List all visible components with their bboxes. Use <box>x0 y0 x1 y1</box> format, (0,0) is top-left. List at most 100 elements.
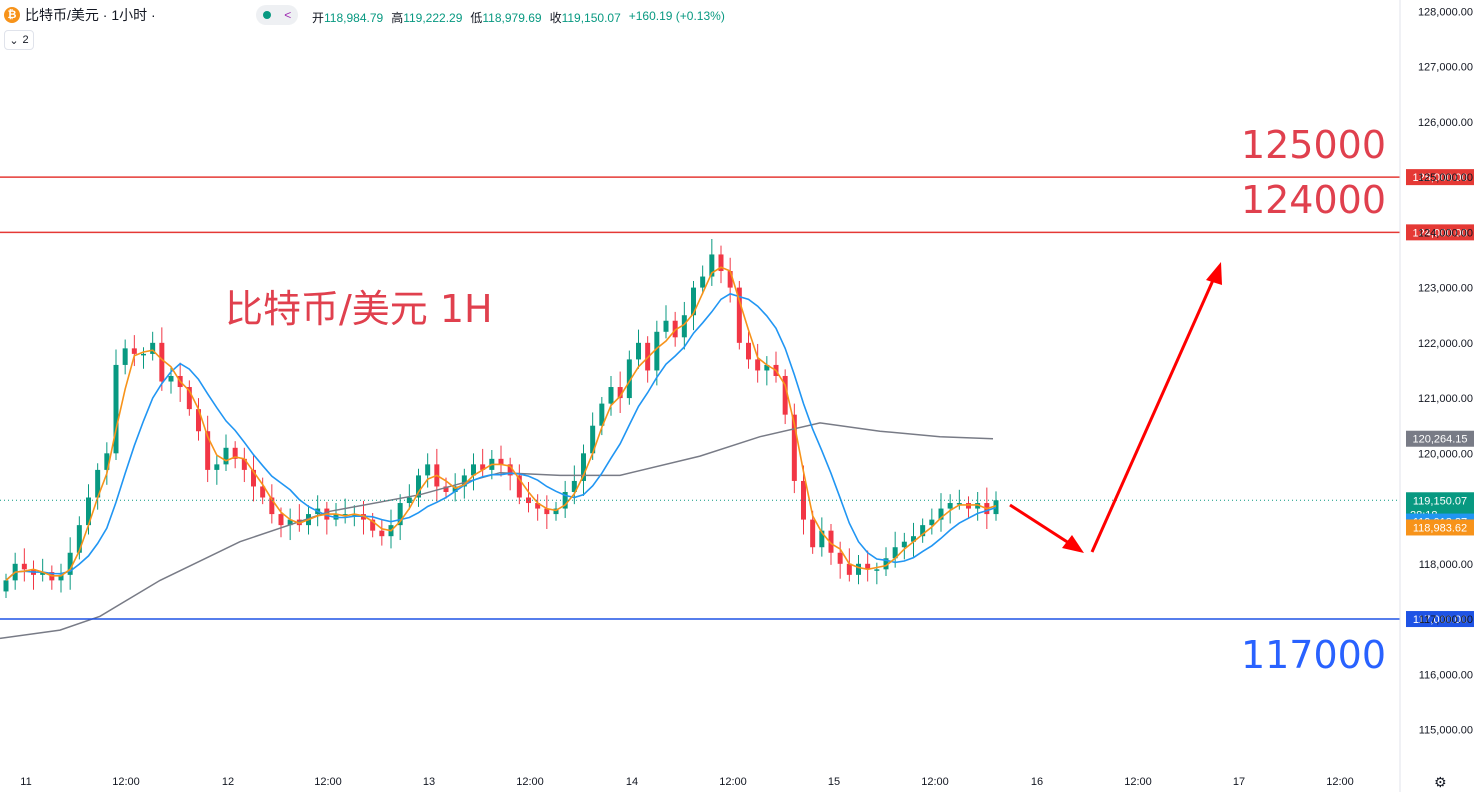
share-icon[interactable]: < <box>284 8 292 22</box>
price-tick-label: 125,000.00 <box>1418 172 1473 184</box>
symbol-title[interactable]: 比特币/美元 · 1小时 · <box>25 7 156 23</box>
candle-body <box>636 342 641 360</box>
level-124000-label[interactable]: 124000 <box>1241 178 1386 222</box>
candle-body <box>709 254 715 277</box>
price-tag-label: 118,983.62 <box>1413 522 1467 534</box>
indicator-pill[interactable]: < <box>256 5 298 25</box>
time-tick-label: 17 <box>1233 776 1245 788</box>
candle-body <box>736 287 742 343</box>
candle-body <box>810 519 816 548</box>
status-dot-icon <box>262 11 271 19</box>
ma-slow-line <box>0 422 994 640</box>
candle-body <box>379 530 385 537</box>
level-117000-label[interactable]: 117000 <box>1241 633 1386 677</box>
ohlc-change: +160.19 (+0.13%) <box>628 9 725 23</box>
collapse-indicators-button[interactable]: ⌄ 2 <box>4 30 34 50</box>
level-tag-label: 125,000.00 <box>1412 172 1467 184</box>
candle-body <box>883 558 889 570</box>
candle-body <box>507 464 513 476</box>
candle-body <box>278 514 284 526</box>
arrow-up-shaft <box>1090 277 1216 553</box>
candle-body <box>764 364 770 371</box>
candle-body <box>672 320 678 338</box>
bitcoin-icon: ₿ <box>4 7 20 23</box>
price-tag-label: 119,150.07 <box>1413 495 1467 507</box>
candle-body <box>571 480 577 492</box>
price-tick-label: 124,000.00 <box>1418 227 1473 239</box>
candle-body <box>874 569 880 571</box>
price-tick-label: 126,000.00 <box>1418 117 1473 129</box>
candle-body <box>681 315 687 338</box>
price-axis[interactable]: 128,000.00 127,000.00 126,000.00 125,000.00… <box>1399 0 1473 792</box>
candle-body <box>892 547 898 559</box>
candle-body <box>3 580 9 592</box>
candle-body <box>801 480 806 520</box>
candle-body <box>718 254 724 272</box>
candle-body <box>370 519 376 531</box>
candle-body <box>929 519 935 526</box>
candle-body <box>691 287 696 316</box>
price-tick-label: 115,000.00 <box>1419 725 1473 737</box>
candle-body <box>480 464 486 470</box>
projection-arrows[interactable] <box>1009 262 1222 553</box>
candle-body <box>159 342 165 382</box>
level-tag <box>1406 611 1474 628</box>
candle-body <box>131 348 137 354</box>
candle-body <box>782 375 788 415</box>
level-125000-label[interactable]: 125000 <box>1241 123 1386 167</box>
candle-body <box>654 331 660 371</box>
ohlc-close: 收119,150.07 <box>549 11 621 25</box>
candle-body <box>599 403 605 426</box>
candle-body <box>67 552 73 575</box>
candle-body <box>104 453 110 470</box>
candle-body <box>663 320 669 332</box>
price-tick-label: 121,000.00 <box>1418 393 1473 405</box>
time-axis[interactable]: 11 12:00 12 12:00 13 12:00 14 12:00 15 12:00 16 12:… <box>20 776 1353 788</box>
candle-body <box>251 469 256 487</box>
candle-body <box>498 458 504 465</box>
candle-body <box>241 458 247 470</box>
candle-body <box>846 563 852 575</box>
candle-body <box>141 353 146 356</box>
arrow-down-shaft <box>1009 503 1073 547</box>
ohlc-readout: 开118,984.79 高119,222.29 低118,979.69 收119… <box>312 9 725 26</box>
candle-body <box>122 348 128 365</box>
candle-body <box>590 425 596 454</box>
ohlc-low: 低118,979.69 <box>470 11 542 25</box>
gear-icon[interactable]: ⚙ <box>1434 774 1447 790</box>
candle-body <box>425 464 431 476</box>
level-tag <box>1406 224 1474 241</box>
candle-body <box>214 464 220 470</box>
candle-body <box>966 503 971 509</box>
price-tag-label: 120,264.15 <box>1412 434 1467 446</box>
price-tick-label: 120,000.00 <box>1418 448 1473 460</box>
candle-body <box>95 469 101 498</box>
time-tick-label: 15 <box>828 776 840 788</box>
candle-body <box>975 503 981 509</box>
candle-body <box>168 375 174 382</box>
chart-label[interactable]: 比特币/美元 1H <box>225 287 493 331</box>
candle-body <box>516 475 522 498</box>
horizontal-level-lines[interactable]: 125,000.00 124,000.00 117,000.00 <box>0 169 1474 628</box>
candle-body <box>232 447 238 459</box>
collapse-count: 2 <box>22 34 29 46</box>
price-tick-label: 128,000.00 <box>1418 6 1473 18</box>
time-tick-label: 12:00 <box>1124 776 1152 788</box>
candle-body <box>819 530 825 548</box>
candle-body <box>901 541 907 548</box>
candle-body <box>947 503 953 509</box>
symbol-header[interactable]: ₿ 比特币/美元 · 1小时 · <box>4 4 156 26</box>
candle-body <box>535 503 541 509</box>
candle-body <box>993 500 999 515</box>
candle-body <box>40 572 46 575</box>
candle-body <box>150 342 156 354</box>
time-tick-label: 12:00 <box>1326 776 1354 788</box>
candle-body <box>828 530 834 553</box>
level-tag-label: 124,000.00 <box>1412 227 1467 239</box>
candle-body <box>260 486 266 498</box>
ma-mid-line <box>5 292 997 581</box>
time-tick-label: 12:00 <box>516 776 544 788</box>
candle-body <box>269 497 275 515</box>
candle-body <box>920 525 926 537</box>
